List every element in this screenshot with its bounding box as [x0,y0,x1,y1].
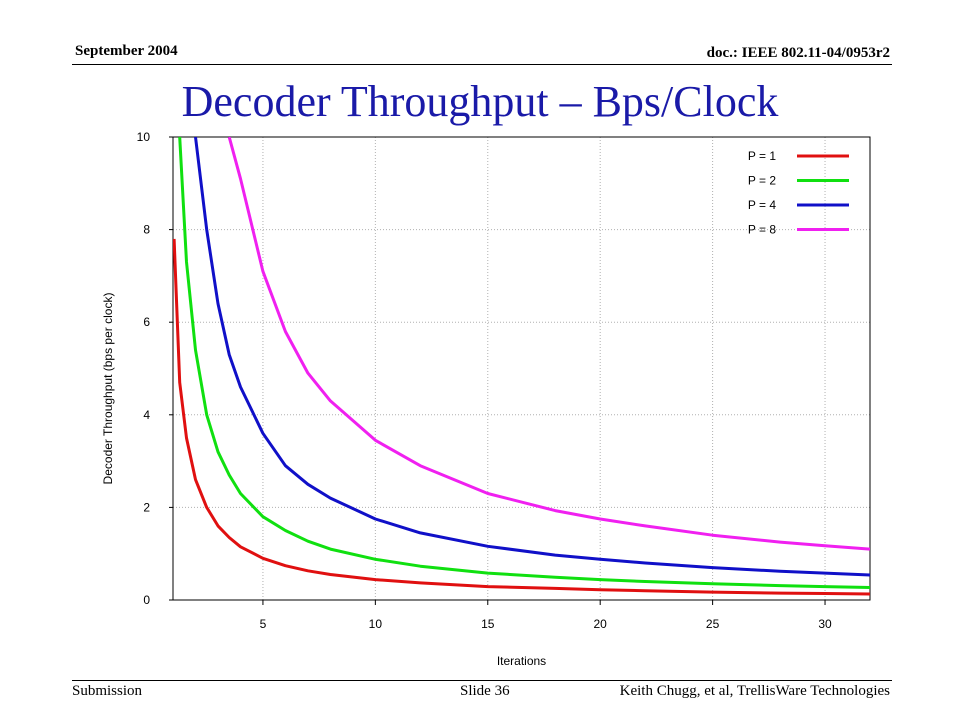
x-tick-label: 30 [818,617,832,631]
header-doc-id: doc.: IEEE 802.11-04/0953r2 [706,45,890,61]
y-tick-label: 4 [143,408,150,422]
legend-label: P = 8 [748,223,776,237]
ticks: 5 10 15 20 25 30 0 2 4 6 8 10 [137,130,832,631]
header-rule [72,64,892,65]
y-tick-label: 0 [143,593,150,607]
series-line-p2 [178,137,870,589]
slide-title: Decoder Throughput – Bps/Clock [181,77,779,126]
y-tick-label: 8 [143,223,150,237]
x-tick-label: 25 [706,617,720,631]
y-tick-label: 6 [143,315,150,329]
header-date: September 2004 [75,43,178,59]
series [173,137,870,596]
footer-authors: Keith Chugg, et al, TrellisWare Technolo… [619,683,890,699]
y-tick-label: 2 [143,500,150,514]
series-line-p3 [194,137,870,577]
series-line-p4 [227,137,870,551]
x-tick-label: 20 [594,617,608,631]
series-line-p1 [173,238,870,596]
x-tick-label: 10 [369,617,383,631]
legend-label: P = 1 [748,149,776,163]
footer-slide-number: Slide 36 [460,683,510,699]
plot-frame [172,136,871,601]
x-tick-label: 15 [481,617,495,631]
grid [173,137,870,600]
legend: P = 1 P = 2 P = 4 P = 8 [748,149,849,237]
y-tick-label: 10 [137,130,151,144]
y-axis-label: Decoder Throughput (bps per clock) [101,293,115,485]
x-axis-label: Iterations [497,654,546,668]
footer-submission: Submission [72,683,143,699]
x-tick-label: 5 [260,617,267,631]
legend-label: P = 2 [748,174,776,188]
legend-label: P = 4 [748,198,776,212]
footer-rule [72,680,892,681]
